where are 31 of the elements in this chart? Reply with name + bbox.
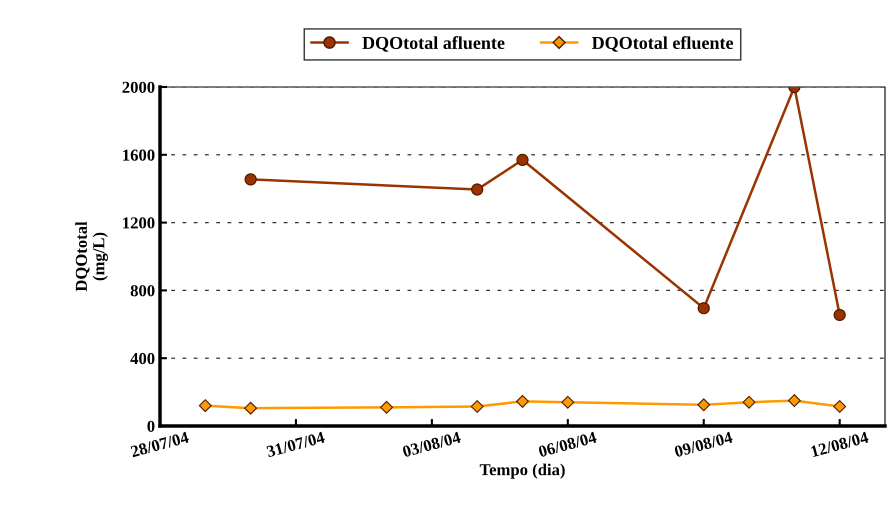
point	[244, 402, 258, 415]
legend-label: DQOtotal afluente	[362, 36, 504, 52]
point	[697, 398, 710, 412]
y-tick-label: 400	[130, 352, 155, 364]
y-axis-title: DQOtotal (mg/L)	[75, 222, 108, 292]
x-tick-label: 06/08/04	[538, 431, 598, 458]
point	[788, 394, 801, 408]
point	[244, 173, 257, 186]
point	[198, 399, 212, 412]
legend-label: DQOtotal efluente	[592, 36, 734, 52]
x-tick-label: 09/08/04	[674, 431, 734, 458]
point	[833, 400, 846, 413]
y-tick-label: 2000	[122, 82, 155, 93]
y-tick-label: 1200	[123, 217, 155, 229]
point	[516, 154, 529, 166]
point	[742, 396, 756, 409]
point	[516, 394, 529, 408]
point	[470, 400, 484, 413]
x-tick-label: 12/08/04	[810, 431, 870, 458]
x-tick-label: 28/07/04	[130, 431, 190, 458]
x-tick-label: 31/07/04	[266, 431, 326, 458]
x-tick-label: 03/08/04	[402, 431, 462, 458]
y-tick-label: 800	[130, 285, 155, 296]
y-tick-label: 0	[147, 420, 155, 432]
point	[380, 400, 394, 414]
y-tick-label: 1600	[123, 150, 155, 161]
point	[834, 308, 846, 322]
point	[471, 183, 484, 196]
point	[698, 302, 710, 314]
x-axis-title: Tempo (dia)	[480, 464, 565, 479]
point	[561, 396, 574, 409]
